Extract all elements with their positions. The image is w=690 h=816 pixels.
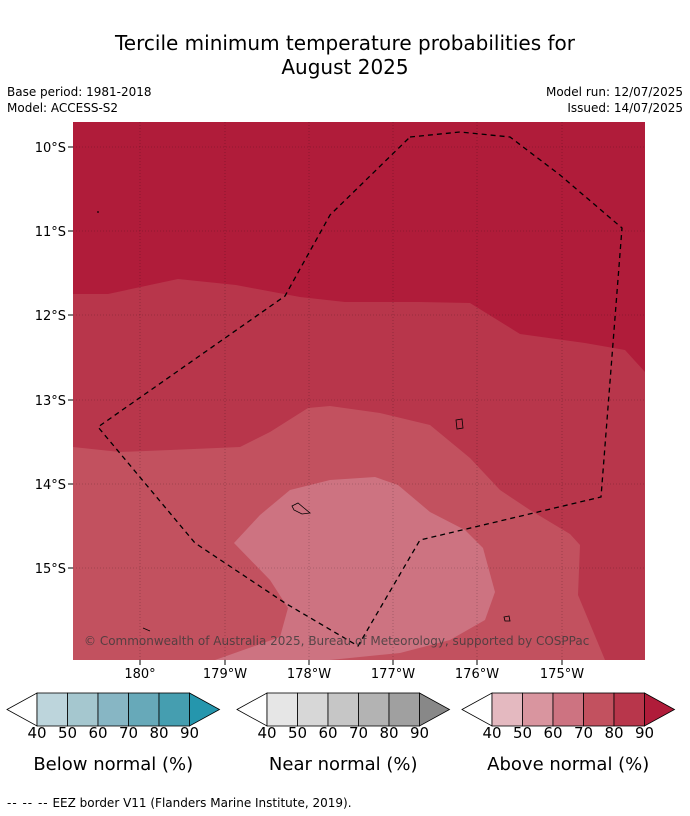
island-outline (455, 418, 464, 430)
island-outline (97, 211, 99, 213)
lon-label: 180° (124, 667, 155, 682)
legend-low-extend (461, 692, 493, 727)
issued-date: Issued: 14/07/2025 (567, 101, 683, 115)
legend-tick: 60 (543, 724, 562, 742)
run-info: Model run: 12/07/2025 Issued: 14/07/2025 (546, 84, 683, 116)
legend-0: 40 50 60 70 80 90 Below normal (%) (6, 692, 221, 775)
legend-swatch (522, 692, 554, 727)
legend-tick: 90 (635, 724, 654, 742)
copyright-notice: © Commonwealth of Australia 2025, Bureau… (84, 634, 589, 648)
eez-legend-text: EEZ border V11 (Flanders Marine Institut… (52, 796, 352, 810)
legend-swatch (388, 692, 420, 727)
legend-tick: 70 (349, 724, 368, 742)
lat-label: 15°S (35, 562, 66, 577)
legend-swatch (297, 692, 329, 727)
lon-label: 178°W (287, 667, 331, 682)
legend-tick: 70 (574, 724, 593, 742)
lon-label: 179°W (203, 667, 247, 682)
legend-low-extend (6, 692, 38, 727)
map-title: Tercile minimum temperature probabilitie… (0, 31, 690, 79)
lat-label: 10°S (35, 141, 66, 156)
legend-swatch (128, 692, 160, 727)
legend-tick: 60 (318, 724, 337, 742)
axis-labels: 10°S 11°S 12°S 13°S 14°S 15°S 180° 179°W 178°W 17… (35, 141, 585, 682)
legend-swatch (327, 692, 359, 727)
legend-group: 40 50 60 70 80 90 Below normal (%) 40 50 60 70 80 90… (6, 692, 676, 775)
legend-2: 40 50 60 70 80 90 Above normal (%) (461, 692, 676, 775)
legend-tick: 50 (288, 724, 307, 742)
legend-tick: 50 (513, 724, 532, 742)
legend-tick: 70 (119, 724, 138, 742)
legend-low-extend (236, 692, 268, 727)
legend-swatch (583, 692, 615, 727)
zone-above-60 (215, 477, 495, 660)
legend-title: Near normal (%) (269, 754, 418, 775)
graticule (73, 122, 645, 660)
lon-label: 177°W (371, 667, 415, 682)
legend-swatch (97, 692, 129, 727)
legend-1: 40 50 60 70 80 90 Near normal (%) (236, 692, 451, 775)
title-line-2: August 2025 (281, 55, 409, 79)
title-line-1: Tercile minimum temperature probabilitie… (114, 31, 576, 55)
probability-layer (73, 122, 645, 660)
legend-high-extend (644, 692, 676, 727)
legend-swatch (67, 692, 99, 727)
legend-tick: 80 (379, 724, 398, 742)
island-outline (142, 627, 151, 632)
model-run: Model run: 12/07/2025 (545, 85, 683, 99)
lat-label: 13°S (35, 394, 66, 409)
legend-swatch (491, 692, 523, 727)
lon-label: 175°W (540, 667, 584, 682)
lat-label: 11°S (35, 225, 66, 240)
legend-tick: 60 (88, 724, 107, 742)
legend-swatch (36, 692, 68, 727)
legend-high-extend (189, 692, 221, 727)
legend-tick: 90 (180, 724, 199, 742)
legend-swatch (613, 692, 645, 727)
legend-tick: 40 (257, 724, 276, 742)
island-outline (291, 502, 311, 515)
lon-label: 176°W (455, 667, 499, 682)
legend-tick: 40 (482, 724, 501, 742)
eez-legend-line: -- -- -- (7, 796, 49, 810)
legend-title: Below normal (%) (33, 754, 193, 775)
legend-swatch (552, 692, 584, 727)
base-period: Base period: 1981-2018 (7, 85, 152, 99)
legend-tick: 90 (410, 724, 429, 742)
legend-tick: 40 (27, 724, 46, 742)
model-info: Base period: 1981-2018 Model: ACCESS-S2 (7, 84, 152, 116)
model-name: Model: ACCESS-S2 (7, 101, 119, 115)
legend-swatch (358, 692, 390, 727)
legend-tick: 80 (149, 724, 168, 742)
legend-title: Above normal (%) (487, 754, 649, 775)
lat-label: 14°S (35, 478, 66, 493)
legend-tick: 50 (58, 724, 77, 742)
legend-tick: 80 (604, 724, 623, 742)
eez-border (97, 131, 623, 647)
lat-label: 12°S (35, 309, 66, 324)
footer-note: -- -- -- EEZ border V11 (Flanders Marine… (7, 796, 352, 810)
legend-swatch (158, 692, 190, 727)
island-outline (503, 615, 511, 622)
legend-high-extend (419, 692, 451, 727)
legend-swatch (266, 692, 298, 727)
